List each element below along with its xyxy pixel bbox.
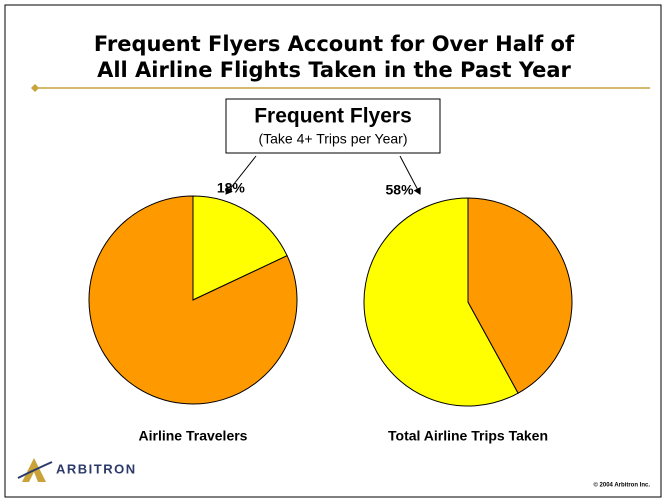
pie-slice xyxy=(192,195,288,301)
pie-title: Airline Travelers xyxy=(139,428,248,444)
pie-slice xyxy=(467,197,573,394)
callout-box xyxy=(225,98,441,154)
callout-arrow xyxy=(399,155,421,195)
callout-title: Frequent Flyers xyxy=(254,105,412,128)
logo-text: ARBITRON xyxy=(56,461,137,476)
footer: © 2004 Arbitron Inc. xyxy=(593,482,650,489)
title-line: All Airline Flights Taken in the Past Ye… xyxy=(97,58,571,82)
pie-slice xyxy=(88,195,298,405)
pie-title: Total Airline Trips Taken xyxy=(388,428,548,444)
value-label: 58% xyxy=(386,182,415,198)
logo-swoosh xyxy=(17,461,53,479)
rule-diamond xyxy=(31,84,39,92)
callout-arrow xyxy=(225,155,257,195)
value-label: 18% xyxy=(217,180,246,196)
pie-slice xyxy=(363,197,519,407)
callout-subtitle: (Take 4+ Trips per Year) xyxy=(258,131,407,147)
title-line: Frequent Flyers Account for Over Half of xyxy=(94,32,575,56)
